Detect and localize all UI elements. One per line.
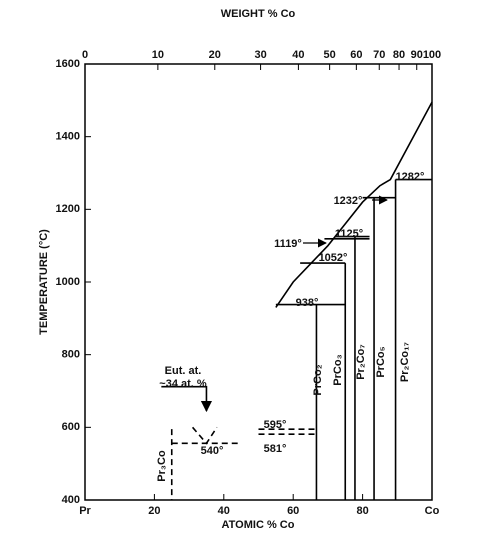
annotation: 540° <box>201 445 224 457</box>
x2-axis-title: WEIGHT % Co <box>221 8 296 20</box>
annotation: ~34 at. % <box>159 378 207 390</box>
x2-tick-label: 0 <box>82 49 88 61</box>
x2-tick-label: 30 <box>254 49 266 61</box>
annotation: 1282° <box>396 171 425 183</box>
phase-boundary <box>275 101 433 308</box>
annotation: Pr₂Co₇ <box>355 344 367 380</box>
x2-tick-label: 90 <box>411 49 423 61</box>
x2-tick-label: 50 <box>324 49 336 61</box>
y-axis-title: TEMPERATURE (°C) <box>38 229 50 335</box>
x-axis-title: ATOMIC % Co <box>222 519 295 531</box>
y-tick-label: 1600 <box>56 58 80 70</box>
annotation: Eut. at. <box>165 365 202 377</box>
x-tick-label: 20 <box>148 505 160 517</box>
x2-tick-label: 40 <box>292 49 304 61</box>
y-tick-label: 1400 <box>56 131 80 143</box>
annotation: 1125° <box>335 228 363 240</box>
x2-tick-label: 80 <box>393 49 405 61</box>
annotation: 1232° <box>334 195 363 207</box>
annotation: 938° <box>296 297 319 309</box>
annotation: PrCo₃ <box>332 354 344 385</box>
y-tick-label: 400 <box>62 494 80 506</box>
phase-boundary <box>191 426 218 445</box>
annotation: 1119° <box>274 238 302 250</box>
x2-tick-label: 100 <box>423 49 441 61</box>
annotation: 1052° <box>319 252 348 264</box>
x-tick-label: 80 <box>356 505 368 517</box>
annotation: PrCo₅ <box>375 346 387 377</box>
x2-tick-label: 60 <box>350 49 362 61</box>
x2-tick-label: 20 <box>209 49 221 61</box>
annotation: 581° <box>264 443 287 455</box>
phase-boundary <box>161 385 213 413</box>
annotation: Pr₃Co <box>156 450 168 482</box>
y-tick-label: 800 <box>62 349 80 361</box>
x2-tick-label: 10 <box>152 49 164 61</box>
x-tick-label: 60 <box>287 505 299 517</box>
y-tick-label: 600 <box>62 421 80 433</box>
x2-tick-label: 70 <box>373 49 385 61</box>
y-tick-label: 1000 <box>56 276 80 288</box>
annotation: 595° <box>264 419 287 431</box>
y-tick-label: 1200 <box>56 203 80 215</box>
x-tick-label: Pr <box>79 505 91 517</box>
x-tick-label: Co <box>425 505 440 517</box>
x-tick-label: 40 <box>218 505 230 517</box>
annotation: PrCo₂ <box>312 364 324 395</box>
annotation: Pr₂Co₁₇ <box>399 342 411 382</box>
